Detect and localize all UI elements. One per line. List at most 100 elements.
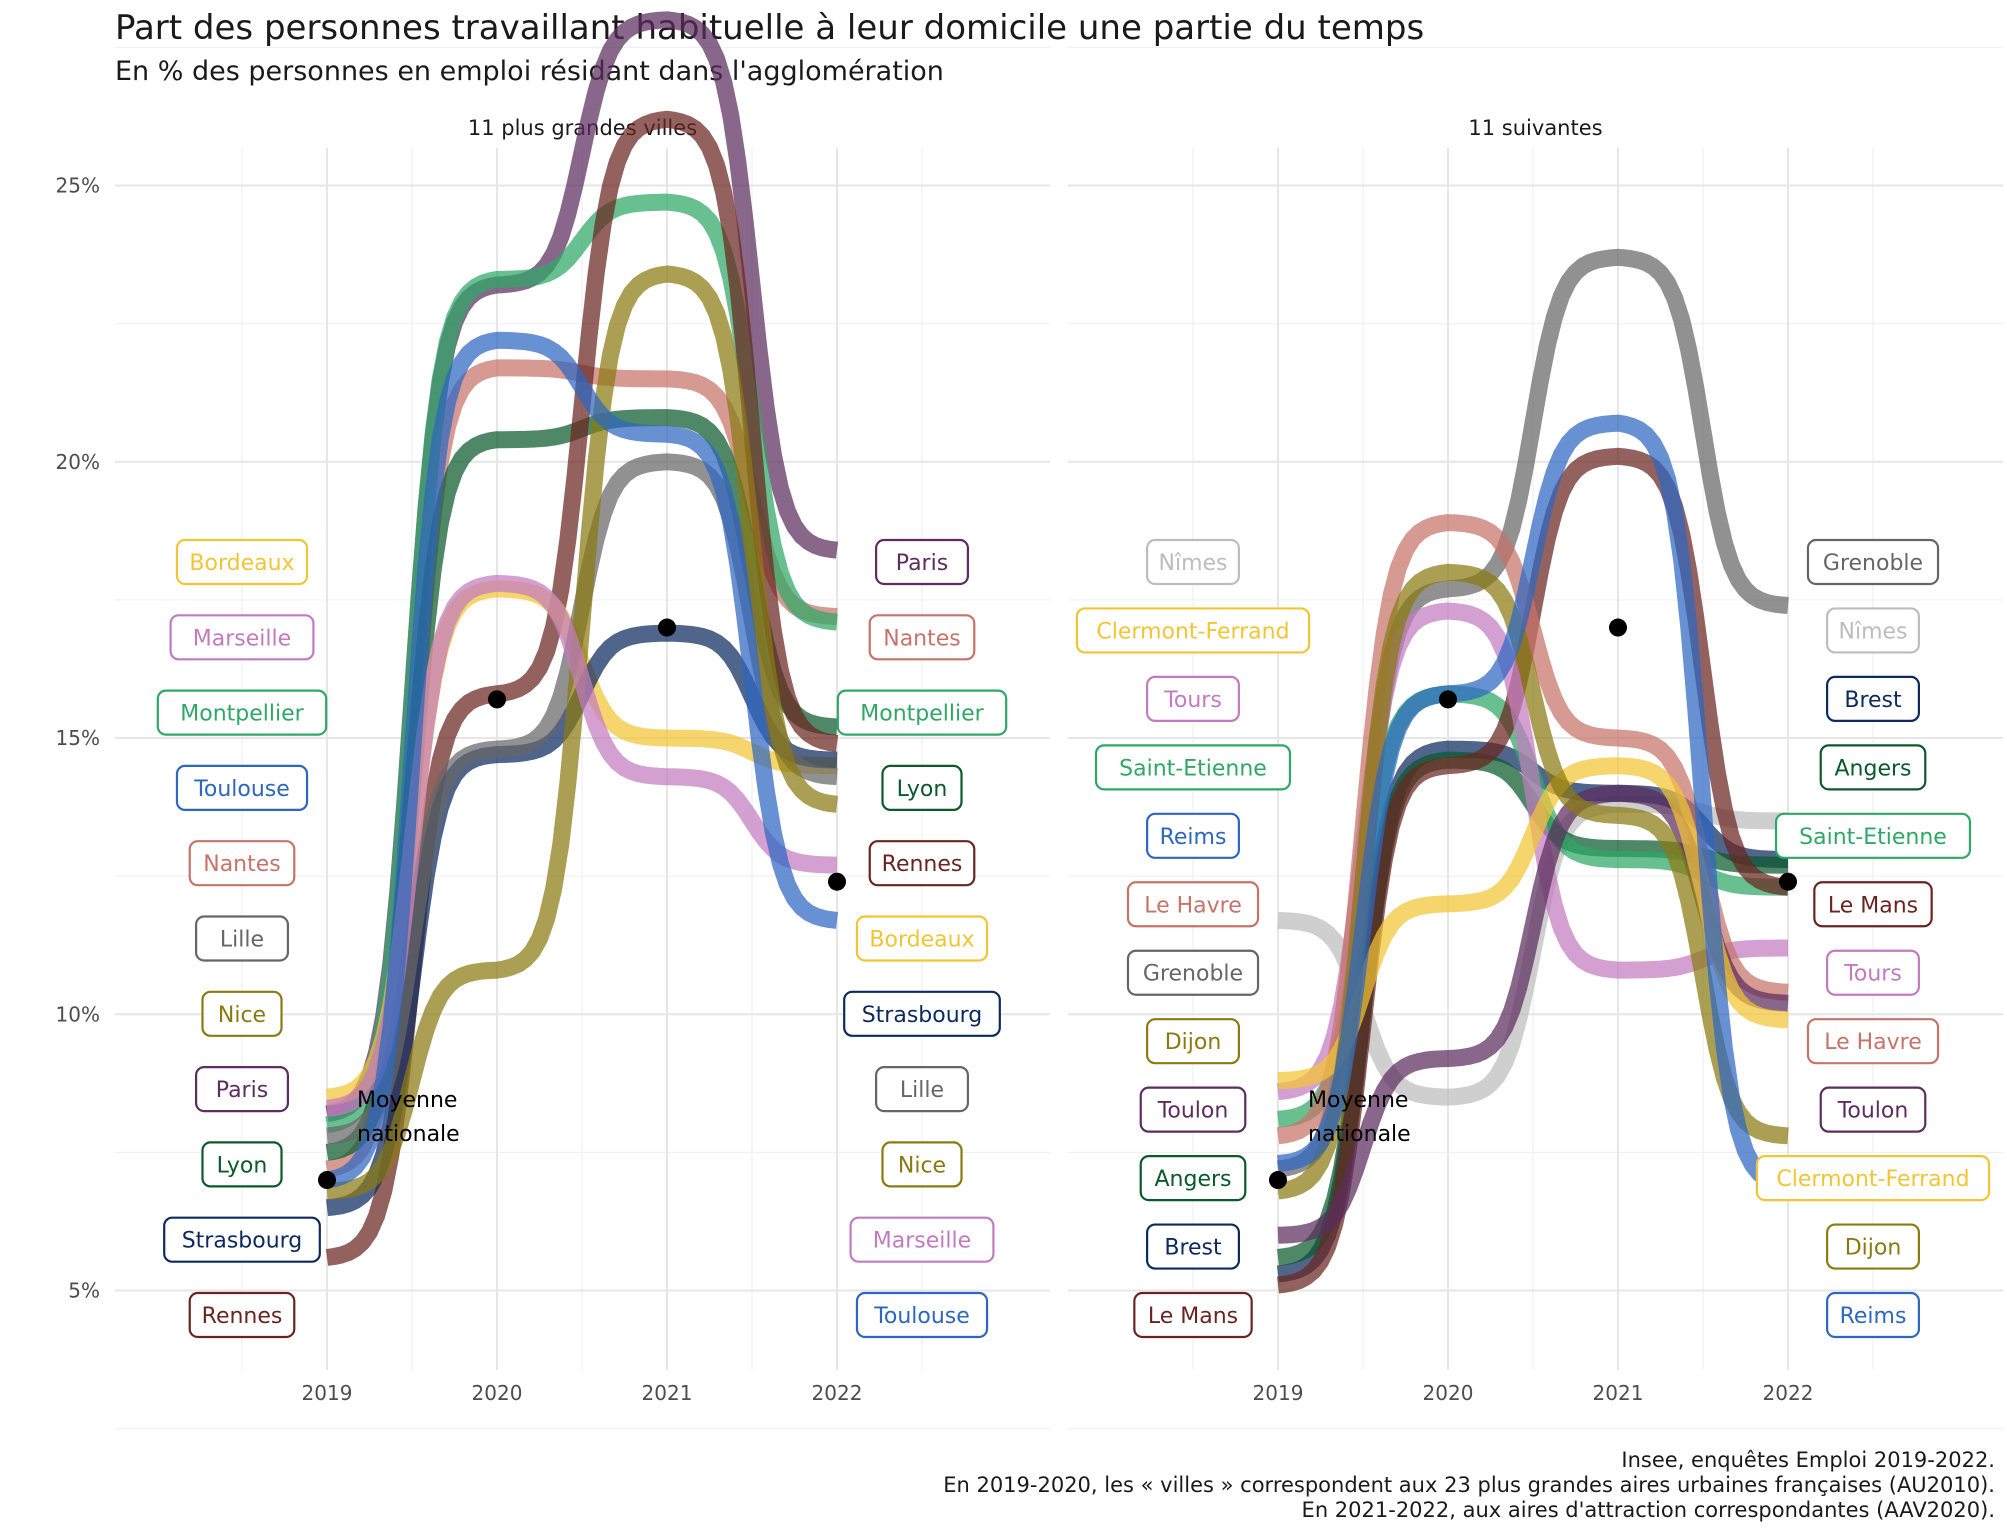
- label-left-tours: Tours: [1145, 675, 1240, 723]
- label-box: [1825, 949, 1920, 996]
- label-right-tours: Tours: [1825, 949, 1920, 996]
- label-right-le-havre: Le Havre: [1806, 1018, 1940, 1065]
- label-text: Marseille: [873, 1229, 971, 1254]
- label-box: [1126, 881, 1260, 928]
- label-box: [1133, 1291, 1253, 1339]
- label-text: Saint-Etienne: [1799, 825, 1947, 850]
- label-box: [195, 1065, 290, 1113]
- label-box: [169, 614, 315, 661]
- x-tick-label: 2022: [1763, 1381, 1814, 1405]
- label-box: [1145, 1223, 1240, 1270]
- label-left-nimes: Nîmes: [1145, 538, 1240, 586]
- label-left-le-havre: Le Havre: [1126, 881, 1260, 928]
- panel-title: 11 suivantes: [1468, 116, 1602, 140]
- label-box: [881, 764, 963, 812]
- label-left-paris: Paris: [195, 1065, 290, 1113]
- label-text: Paris: [216, 1078, 268, 1103]
- label-text: Nîmes: [1839, 619, 1908, 644]
- x-tick-label: 2020: [472, 1381, 523, 1405]
- label-left-lyon: Lyon: [201, 1141, 283, 1188]
- label-right-montpellier: Montpellier: [836, 689, 1008, 736]
- label-text: Clermont-Ferrand: [1096, 619, 1289, 644]
- average-point: [828, 872, 846, 891]
- label-box: [1825, 1223, 1920, 1270]
- label-text: Lille: [900, 1078, 944, 1103]
- label-text: Rennes: [882, 852, 963, 877]
- label-text: Reims: [1840, 1304, 1907, 1329]
- average-point: [1609, 618, 1627, 637]
- label-box: [188, 1291, 296, 1339]
- x-tick-label: 2019: [1253, 1381, 1304, 1405]
- label-box: [874, 538, 969, 586]
- series-line-toulouse: [325, 331, 839, 1189]
- label-right-grenoble: Grenoble: [1806, 538, 1940, 586]
- label-left-clermont-ferrand: Clermont-Ferrand: [1075, 607, 1311, 654]
- label-box: [1806, 1018, 1940, 1065]
- label-text: Montpellier: [860, 702, 984, 727]
- label-box: [1145, 812, 1240, 859]
- label-text: Rennes: [202, 1304, 283, 1329]
- label-box: [175, 764, 309, 812]
- label-box: [188, 840, 296, 887]
- label-box: [1094, 744, 1292, 791]
- average-point: [1779, 872, 1797, 891]
- label-box: [1819, 1086, 1927, 1133]
- label-text: Bordeaux: [869, 928, 974, 953]
- label-text: Toulon: [1837, 1099, 1909, 1124]
- x-tick-label: 2021: [1593, 1381, 1644, 1405]
- label-text: Brest: [1844, 688, 1902, 713]
- label-box: [1755, 1154, 1991, 1202]
- x-tick-label: 2021: [642, 1381, 693, 1405]
- label-box: [201, 1141, 283, 1188]
- label-text: Strasbourg: [182, 1229, 303, 1254]
- label-right-nice: Nice: [881, 1141, 963, 1188]
- label-text: Nîmes: [1159, 551, 1228, 576]
- label-right-strasbourg: Strasbourg: [843, 990, 1001, 1037]
- label-left-marseille: Marseille: [169, 614, 315, 661]
- label-left-lille: Lille: [195, 915, 290, 962]
- label-right-le-mans: Le Mans: [1813, 881, 1933, 928]
- label-text: Toulouse: [193, 777, 290, 802]
- label-left-bordeaux: Bordeaux: [175, 538, 309, 586]
- label-text: Lyon: [897, 777, 948, 802]
- label-text: Grenoble: [1823, 551, 1923, 576]
- label-text: Saint-Etienne: [1119, 756, 1267, 781]
- series-line-reims: [1276, 414, 1790, 1194]
- chart-title: Part des personnes travaillant habituell…: [115, 8, 1425, 48]
- label-box: [1825, 675, 1920, 723]
- label-box: [868, 840, 976, 887]
- label-right-bordeaux: Bordeaux: [855, 915, 989, 962]
- label-box: [1126, 949, 1260, 996]
- y-tick-label: 20%: [56, 450, 100, 474]
- x-tick-label: 2019: [302, 1381, 353, 1405]
- label-box: [855, 915, 989, 962]
- label-box: [843, 990, 1001, 1037]
- label-right-nantes: Nantes: [868, 614, 976, 661]
- label-box: [1825, 1291, 1920, 1339]
- label-right-brest: Brest: [1825, 675, 1920, 723]
- label-left-angers: Angers: [1139, 1154, 1247, 1202]
- label-text: Nantes: [883, 626, 961, 651]
- label-left-nice: Nice: [201, 990, 283, 1037]
- label-text: Le Havre: [1824, 1030, 1922, 1055]
- label-box: [1145, 1018, 1240, 1065]
- label-text: Le Mans: [1828, 893, 1918, 918]
- label-text: Montpellier: [180, 702, 304, 727]
- average-label: Moyenne: [1308, 1088, 1408, 1113]
- label-right-marseille: Marseille: [849, 1216, 995, 1263]
- label-right-clermont-ferrand: Clermont-Ferrand: [1755, 1154, 1991, 1202]
- label-right-angers: Angers: [1819, 744, 1927, 791]
- label-box: [849, 1216, 995, 1263]
- label-right-lille: Lille: [874, 1065, 969, 1113]
- average-label: nationale: [1308, 1122, 1411, 1147]
- label-text: Angers: [1835, 756, 1912, 781]
- label-box: [156, 689, 328, 736]
- label-text: Toulouse: [873, 1304, 970, 1329]
- label-text: Grenoble: [1143, 962, 1243, 987]
- label-text: Clermont-Ferrand: [1776, 1167, 1969, 1192]
- label-left-reims: Reims: [1145, 812, 1240, 859]
- average-point: [1269, 1171, 1287, 1190]
- label-left-nantes: Nantes: [188, 840, 296, 887]
- label-box: [1145, 675, 1240, 723]
